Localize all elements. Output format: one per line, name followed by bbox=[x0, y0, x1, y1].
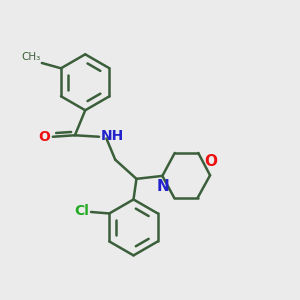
Text: O: O bbox=[204, 154, 217, 169]
Text: O: O bbox=[39, 130, 50, 144]
Text: N: N bbox=[157, 179, 169, 194]
Text: NH: NH bbox=[101, 129, 124, 143]
Text: Cl: Cl bbox=[75, 204, 90, 218]
Text: CH₃: CH₃ bbox=[21, 52, 40, 62]
